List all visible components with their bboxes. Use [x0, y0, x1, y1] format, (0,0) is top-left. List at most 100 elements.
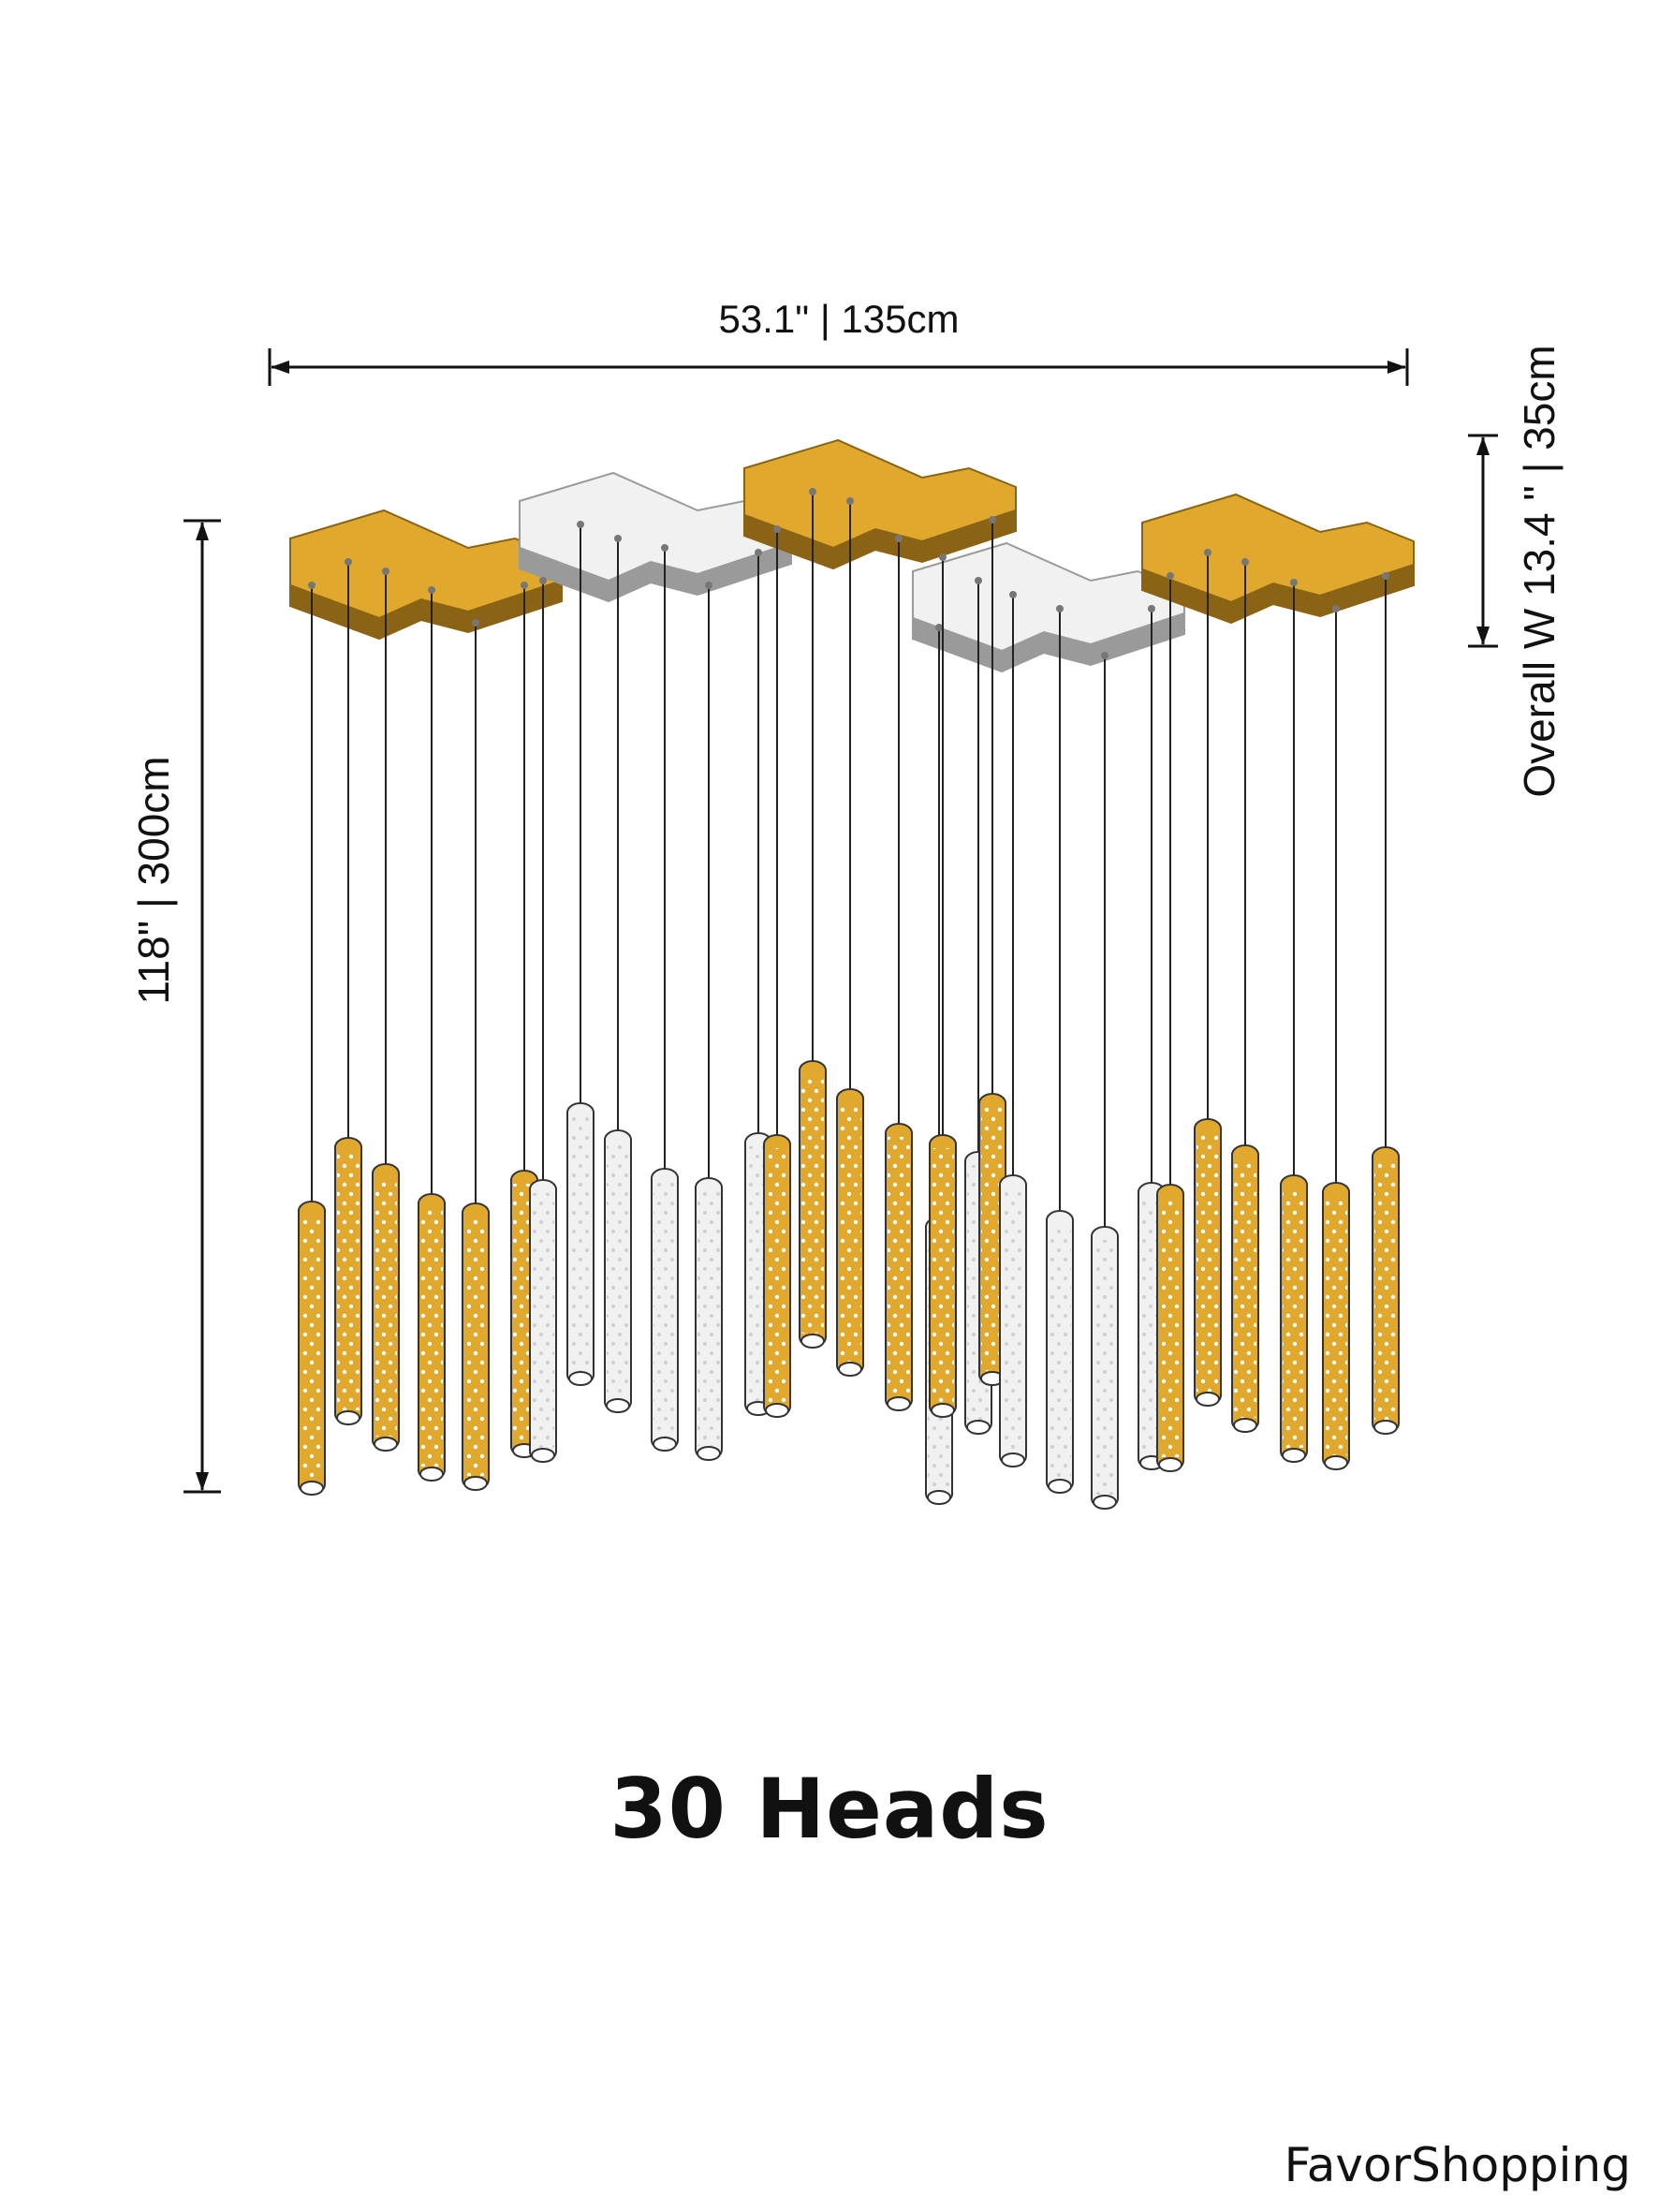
height-dimension: 118" | 300cm: [129, 519, 221, 1494]
canopy-4: [912, 541, 1185, 673]
ceiling-mount-screw: [1332, 605, 1340, 612]
pendant-group: [298, 488, 1400, 1510]
canopy-3: [743, 438, 1017, 570]
pendant-14: [799, 488, 827, 1349]
pendant-1: [298, 582, 326, 1496]
pendant-2: [334, 558, 362, 1425]
pendant-26: [1194, 549, 1222, 1407]
tube-bottom-opening: [1373, 1420, 1398, 1435]
ceiling-mount-screw: [846, 497, 854, 505]
pendant-22: [1046, 605, 1074, 1494]
tube-perforation: [1234, 1158, 1256, 1418]
ceiling-mount-screw: [1009, 591, 1017, 598]
tube-perforation: [1325, 1196, 1347, 1455]
pendant-27: [1231, 558, 1259, 1433]
tube-perforation: [697, 1191, 720, 1446]
ceiling-mount-screw: [895, 535, 903, 542]
tube-perforation: [464, 1217, 487, 1476]
tube-perforation: [337, 1151, 360, 1410]
tube-perforation: [1283, 1188, 1305, 1448]
tube-perforation: [766, 1148, 788, 1403]
tube-perforation: [653, 1182, 676, 1437]
depth-dimension: Overall W 13.4 " | 35cm: [1468, 345, 1564, 798]
tube-bottom-opening: [1233, 1418, 1257, 1433]
pendant-23: [1091, 652, 1119, 1510]
tube-perforation: [801, 1074, 824, 1334]
ceiling-mount-screw: [1241, 558, 1249, 566]
ceiling-mount-screw: [1204, 549, 1211, 556]
width-label: 53.1" | 135cm: [719, 297, 960, 341]
canopy-2: [519, 471, 792, 603]
pendant-18: [929, 553, 957, 1418]
ceiling-mount-screw: [521, 582, 528, 589]
tube-bottom-opening: [374, 1437, 398, 1452]
pendant-25: [1156, 572, 1184, 1472]
tube-bottom-opening: [419, 1467, 444, 1482]
tube-perforation: [1159, 1198, 1182, 1457]
tube-perforation: [1197, 1132, 1219, 1392]
tube-bottom-opening: [300, 1481, 324, 1496]
pendant-13: [763, 525, 791, 1418]
tube-perforation: [1374, 1160, 1397, 1420]
tube-bottom-opening: [606, 1398, 630, 1413]
pendant-21: [999, 591, 1027, 1467]
ceiling-mount-screw: [773, 525, 781, 533]
tube-bottom-opening: [1324, 1455, 1348, 1470]
tube-bottom-opening: [931, 1403, 955, 1418]
ceiling-mount-screw: [577, 521, 584, 528]
tube-perforation: [888, 1137, 910, 1396]
tube-perforation: [569, 1116, 592, 1371]
ceiling-mount-screw: [1101, 652, 1108, 659]
depth-label: Overall W 13.4 " | 35cm: [1515, 345, 1564, 797]
ceiling-mount-screw: [755, 549, 762, 556]
pendant-29: [1322, 605, 1350, 1470]
tube-bottom-opening: [568, 1371, 593, 1386]
canopy-top: [912, 541, 1185, 653]
ceiling-mount-screw: [472, 619, 479, 627]
tube-perforation: [839, 1102, 861, 1362]
width-dimension: 53.1" | 135cm: [268, 297, 1409, 386]
pendant-10: [651, 544, 679, 1452]
tube-perforation: [1002, 1188, 1024, 1453]
tube-bottom-opening: [1282, 1448, 1306, 1463]
tube-bottom-opening: [1001, 1453, 1025, 1467]
brand-watermark: FavorShopping: [1284, 2138, 1631, 2192]
tube-bottom-opening: [531, 1448, 555, 1463]
tube-perforation: [1049, 1224, 1071, 1479]
tube-bottom-opening: [887, 1396, 911, 1411]
canopy-top: [1141, 493, 1415, 604]
canopy-5: [1141, 493, 1415, 625]
pendant-30: [1372, 572, 1400, 1435]
tube-perforation: [420, 1207, 443, 1467]
ceiling-mount-screw: [614, 535, 622, 542]
ceiling-mount-screw: [939, 553, 947, 561]
tube-bottom-opening: [336, 1410, 360, 1425]
tube-bottom-opening: [800, 1334, 825, 1349]
ceiling-mount-screw: [1167, 572, 1174, 580]
ceiling-mount-screw: [345, 558, 352, 566]
tube-bottom-opening: [966, 1420, 991, 1435]
ceiling-mount-screw: [1382, 572, 1389, 580]
pendant-7: [529, 577, 557, 1463]
ceiling-mount-screw: [539, 577, 547, 584]
tube-perforation: [1094, 1240, 1116, 1495]
pendant-9: [604, 535, 632, 1413]
ceiling-mount-screw: [1148, 605, 1155, 612]
pendant-16: [885, 535, 913, 1411]
head-count-caption: 30 Heads: [609, 1761, 1050, 1857]
tube-bottom-opening: [1158, 1457, 1182, 1472]
tube-bottom-opening: [653, 1437, 677, 1452]
canopy-group: [289, 438, 1415, 673]
ceiling-mount-screw: [1290, 579, 1298, 586]
tube-perforation: [301, 1215, 323, 1481]
pendant-11: [695, 582, 723, 1461]
ceiling-mount-screw: [809, 488, 816, 495]
tube-bottom-opening: [463, 1476, 488, 1491]
canopy-1: [289, 509, 563, 641]
ceiling-mount-screw: [428, 586, 435, 594]
pendant-8: [566, 521, 595, 1386]
pendant-28: [1280, 579, 1308, 1463]
ceiling-mount-screw: [661, 544, 668, 552]
tube-perforation: [607, 1143, 629, 1398]
